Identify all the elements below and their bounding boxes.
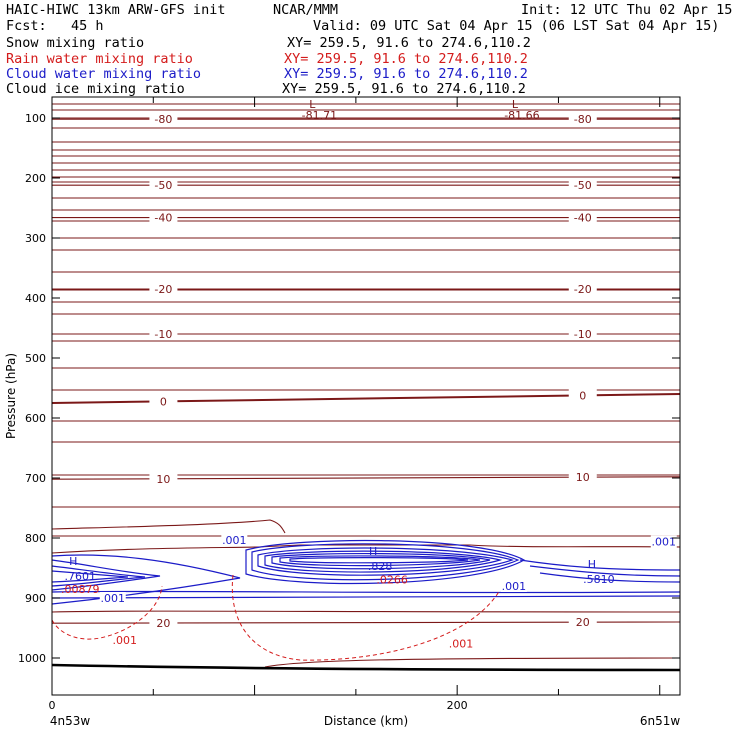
isotherm-label: -40: [154, 212, 172, 225]
rain-contour-label: .0266: [376, 573, 408, 586]
extremum-value: .828: [368, 560, 393, 573]
cloud-water-contour: [51, 565, 146, 587]
isotherm-label: 10: [156, 473, 170, 486]
field-label-cloud-ice: Cloud ice mixing ratio: [6, 81, 185, 97]
y-tick-label: 500: [25, 352, 46, 365]
extremum-marker: L: [512, 98, 519, 111]
x-end-location-label: 6n51w: [640, 714, 681, 728]
y-axis-label: Pressure (hPa): [4, 353, 18, 439]
field-label-snow: Snow mixing ratio: [6, 35, 145, 51]
y-tick-label: 400: [25, 292, 46, 305]
isotherm-label: -50: [154, 179, 172, 192]
isotherm-line: [51, 519, 286, 534]
y-tick-label: 700: [25, 472, 46, 485]
cloud-water-contour: [279, 555, 481, 567]
extremum-value: -81.71: [302, 109, 337, 122]
y-tick-label: 1000: [18, 652, 46, 665]
rain-water-layer: [51, 574, 501, 661]
rain-contour-label: .001: [113, 634, 138, 647]
cloud-water-contour: [271, 552, 491, 570]
cloud-water-contour: [51, 559, 161, 591]
cloud-water-contour: [257, 547, 514, 576]
y-tick-label: 200: [25, 172, 46, 185]
cloud-contour-label: .001: [652, 536, 677, 549]
rain-contour-label: .001: [449, 638, 474, 651]
cloud-water-contour: [529, 565, 681, 577]
isotherm-label: 0: [160, 395, 167, 408]
header-valid: Valid: 09 UTC Sat 04 Apr 15 (06 LST Sat …: [313, 18, 720, 34]
contour-labels-layer: 20 20 10 10 0 0 -10 -10 -20 -20 -40 -40 -50 -50 -80 -80…: [61, 98, 677, 651]
extremum-value: .7601: [65, 570, 97, 583]
cloud-contour-label: .001: [101, 592, 126, 605]
isotherm-label: -10: [154, 328, 172, 341]
cloud-water-contour: [251, 543, 520, 581]
y-tick-label: 100: [25, 112, 46, 125]
isotherm-label: -80: [154, 113, 172, 126]
y-tick-label: 900: [25, 592, 46, 605]
cloud-water-contour: [289, 557, 469, 564]
extremum-value: -81.66: [504, 109, 539, 122]
isotherm-label: -80: [574, 113, 592, 126]
header-model: HAIC-HIWC 13km ARW-GFS init: [6, 2, 226, 18]
header-init: Init: 12 UTC Thu 02 Apr 15: [521, 2, 733, 18]
cloud-water-contour: [539, 572, 681, 583]
field-label-rain: Rain water mixing ratio: [6, 51, 193, 67]
field-xy-rain: XY= 259.5, 91.6 to 274.6,110.2: [284, 51, 528, 67]
extremum-marker: H: [69, 555, 77, 568]
x-start-location-label: 4n53w: [50, 714, 91, 728]
x-tick-label: 0: [49, 699, 56, 712]
rain-water-contour: [51, 585, 163, 640]
cloud-water-contour: [51, 595, 681, 599]
field-xy-snow: XY= 259.5, 91.6 to 274.6,110.2: [287, 35, 531, 51]
field-label-cloud-water: Cloud water mixing ratio: [6, 66, 202, 82]
y-tick-label: 600: [25, 412, 46, 425]
extremum-marker: H: [369, 545, 377, 558]
y-tick-label: 300: [25, 232, 46, 245]
isotherm-label: -40: [574, 212, 592, 225]
isotherm-label: -10: [574, 328, 592, 341]
x-axis-label: Distance (km): [324, 714, 408, 728]
cloud-water-contour: [519, 559, 681, 571]
field-xy-cloud-water: XY= 259.5, 91.6 to 274.6,110.2: [284, 66, 528, 82]
isotherm-line: [51, 610, 681, 613]
extremum-marker: L: [309, 98, 316, 111]
extremum-marker: H: [588, 558, 596, 571]
extremum-value: .5810: [583, 573, 615, 586]
header-fcst: Fcst: 45 h: [6, 18, 104, 34]
isotherm-label: 10: [576, 471, 590, 484]
rain-contour-label: .00879: [61, 583, 100, 596]
cloud-contour-label: .001: [222, 534, 247, 547]
y-tick-label: 800: [25, 532, 46, 545]
plot-frame: [51, 96, 681, 696]
field-xy-cloud-ice: XY= 259.5, 91.6 to 274.6,110.2: [282, 81, 526, 97]
isotherm-label: -20: [154, 283, 172, 296]
x-tick-label: 200: [447, 699, 468, 712]
cloud-water-contour: [51, 570, 129, 583]
isotherm-line: [51, 544, 681, 554]
isotherm-label: 20: [156, 617, 170, 630]
isotherm-line: [264, 657, 681, 668]
isotherm-label: 0: [579, 389, 586, 402]
isotherm-label: -50: [574, 179, 592, 192]
cloud-water-contour: [51, 590, 681, 594]
isotherm-label: 20: [576, 616, 590, 629]
cloud-contour-label: .001: [502, 580, 527, 593]
rain-water-contour: [231, 574, 501, 661]
cloud-water-contour: [264, 550, 503, 573]
surface-line: [51, 663, 681, 672]
isotherm-label: -20: [574, 283, 592, 296]
header-org: NCAR/MMM: [273, 2, 339, 18]
